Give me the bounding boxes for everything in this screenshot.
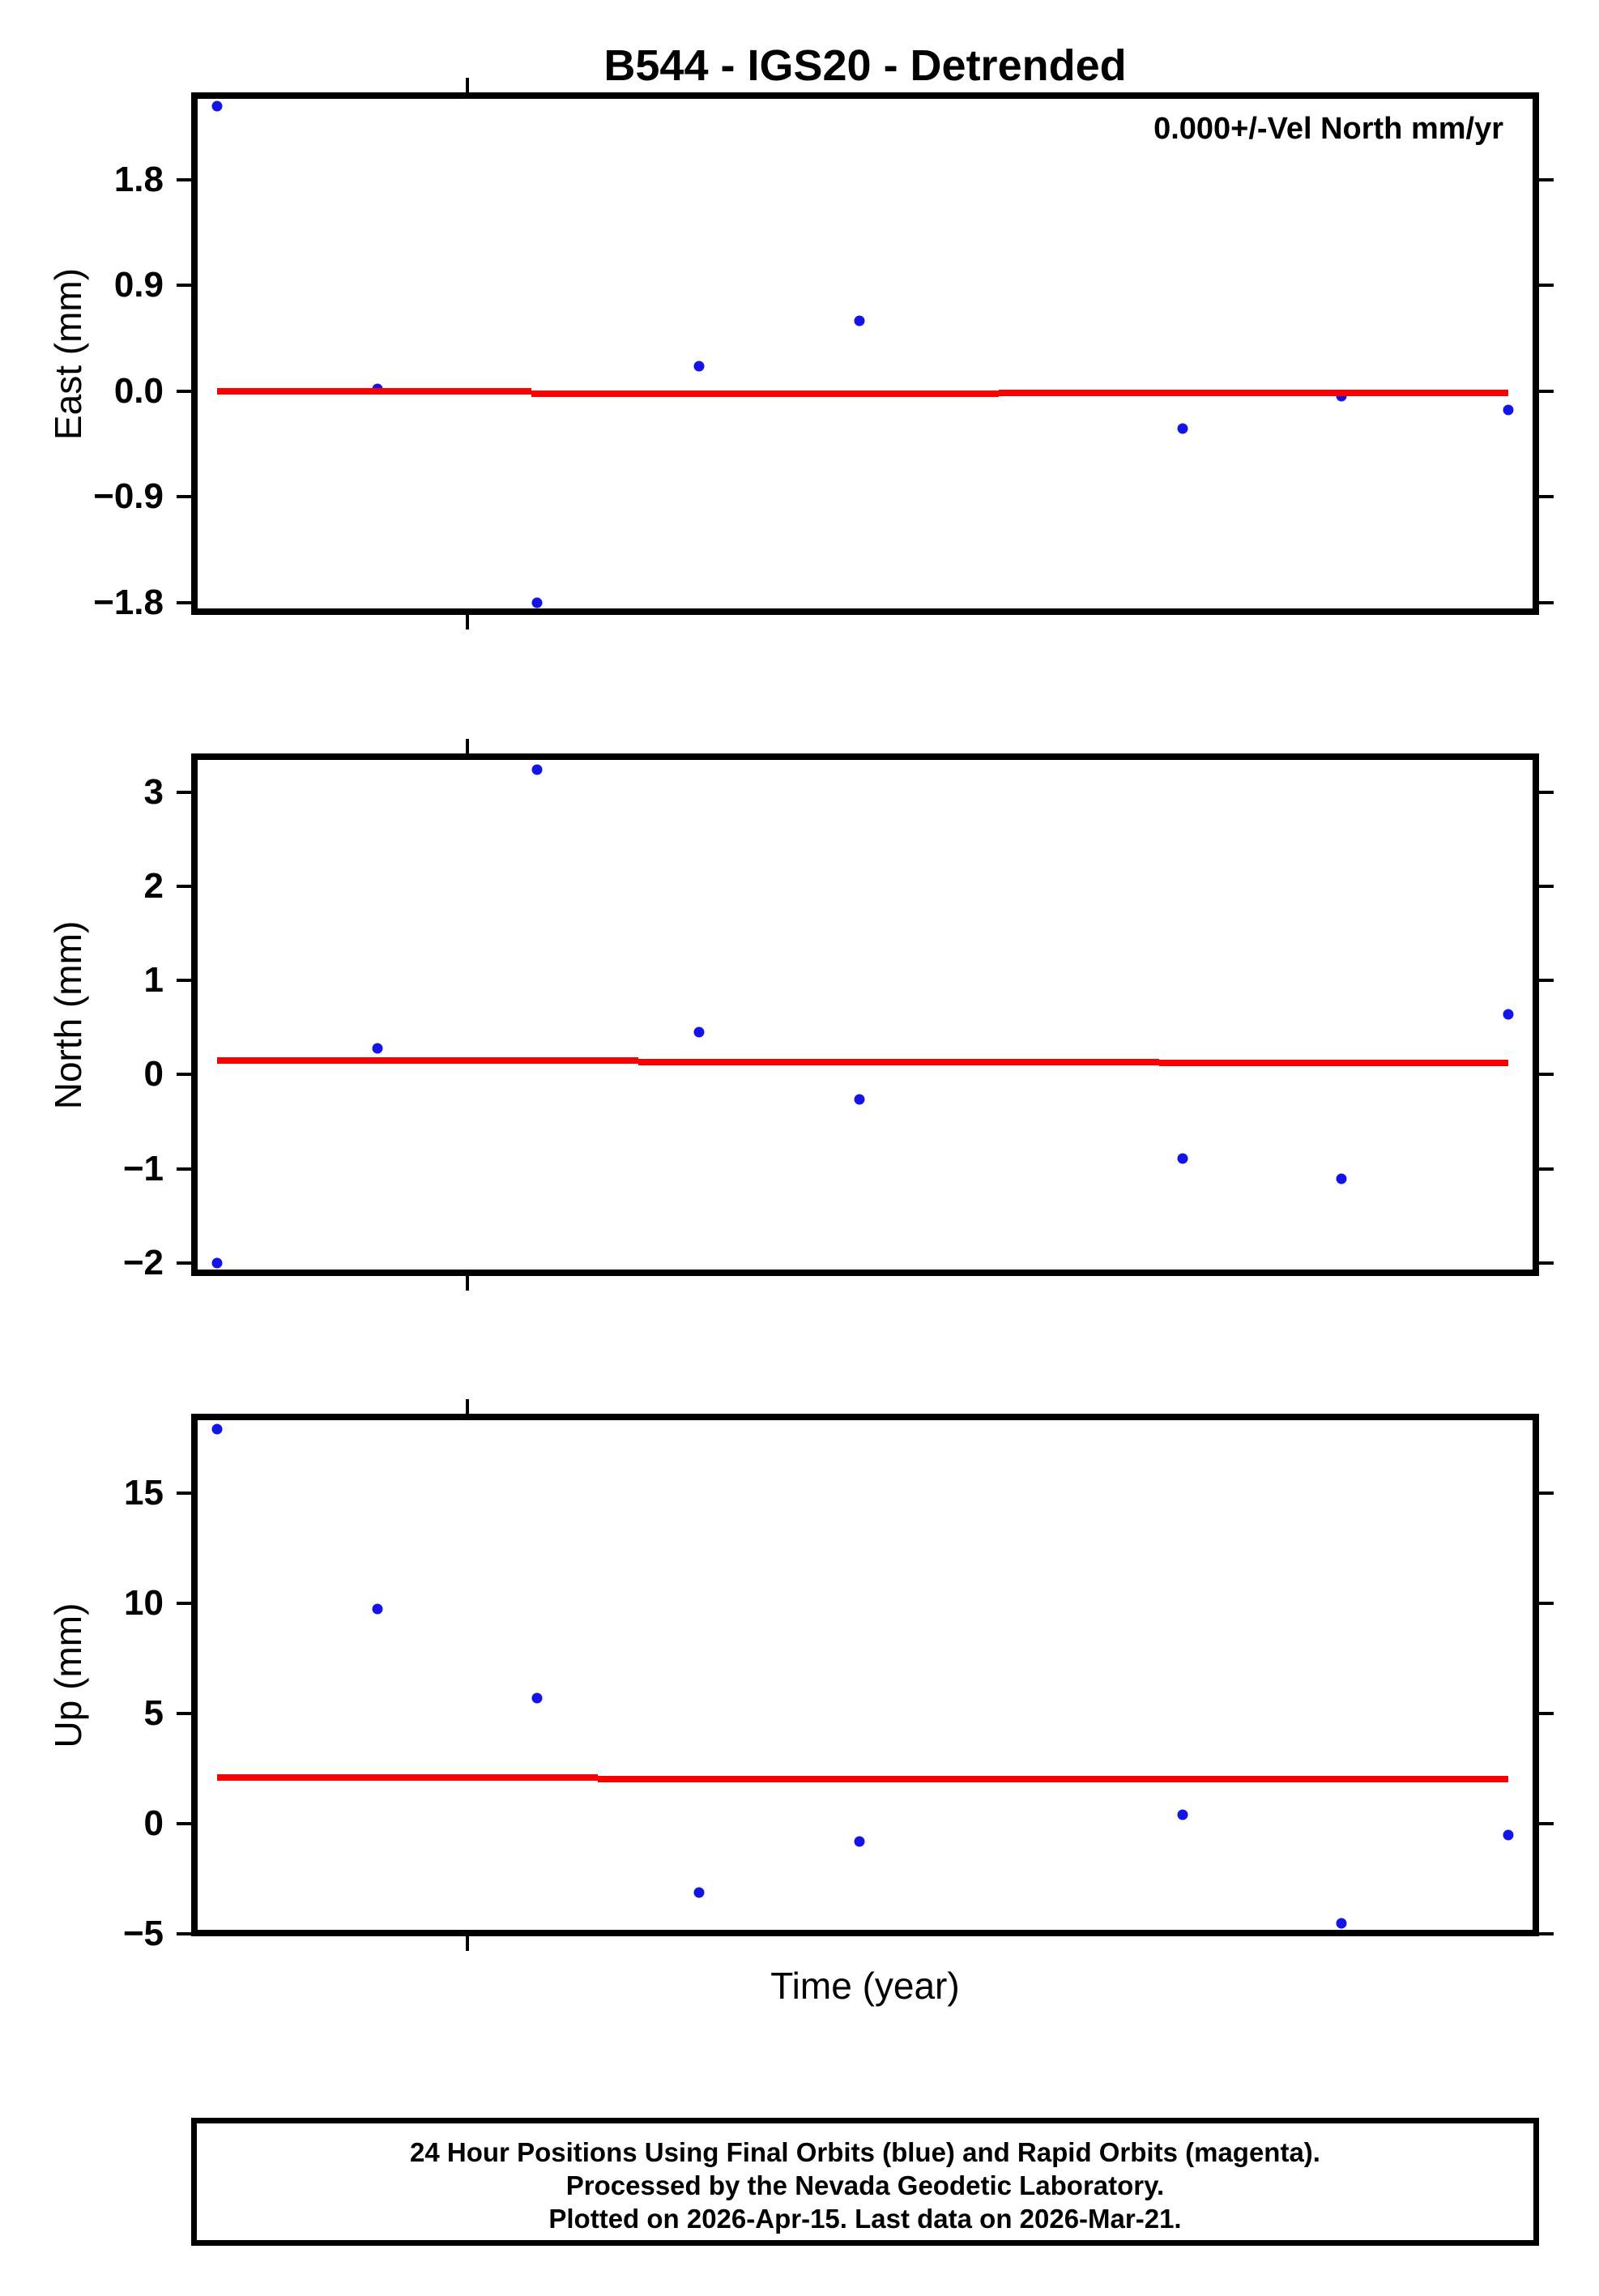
- y-tick-left: [177, 389, 191, 393]
- y-tick-label: −1.8: [93, 582, 164, 622]
- data-point: [211, 100, 223, 112]
- x-tick-top: [465, 1399, 469, 1414]
- y-tick-label: −5: [122, 1914, 164, 1954]
- y-tick-left: [177, 600, 191, 604]
- north-axis-title: North (mm): [47, 920, 89, 1109]
- page-title: B544 - IGS20 - Detrended: [603, 41, 1127, 90]
- east-panel: East (mm) 0.000+/-Vel North mm/yr 1.8 0.9…: [47, 78, 1554, 629]
- data-point: [211, 1423, 223, 1435]
- y-tick-left: [177, 1073, 191, 1077]
- y-tick-right: [1539, 1261, 1554, 1265]
- data-point: [693, 1887, 705, 1898]
- trend-line-segment: [217, 1774, 599, 1782]
- y-tick-right: [1539, 1073, 1554, 1077]
- north-panel: North (mm) 3 2 1 0 −1 −2: [47, 739, 1554, 1291]
- y-tick-left: [177, 884, 191, 888]
- data-point: [1177, 1809, 1188, 1820]
- y-tick-right: [1539, 284, 1554, 288]
- y-tick-left: [177, 1712, 191, 1716]
- y-tick-left: [177, 1491, 191, 1495]
- y-tick-label: 0.0: [113, 370, 164, 411]
- data-point: [531, 597, 543, 608]
- data-point: [854, 1094, 865, 1105]
- y-tick-label: 3: [143, 771, 164, 812]
- y-tick-left: [177, 495, 191, 499]
- data-point: [693, 1026, 705, 1038]
- y-tick-right: [1539, 178, 1554, 181]
- data-point: [1503, 404, 1514, 416]
- y-tick-left: [177, 1822, 191, 1826]
- velocity-annotation: 0.000+/-Vel North mm/yr: [1153, 112, 1503, 146]
- data-point: [372, 1603, 383, 1615]
- y-tick-right: [1539, 979, 1554, 983]
- y-tick-right: [1539, 1712, 1554, 1716]
- y-tick-label: 2: [143, 865, 164, 906]
- y-tick-right: [1539, 1602, 1554, 1605]
- y-tick-label: 0: [143, 1803, 164, 1844]
- data-point: [531, 1692, 543, 1704]
- y-tick-right: [1539, 1822, 1554, 1826]
- x-tick-bottom: [465, 615, 469, 629]
- x-tick-top: [465, 739, 469, 753]
- y-tick-right: [1539, 389, 1554, 393]
- y-tick-left: [177, 1261, 191, 1265]
- y-tick-label: 15: [124, 1472, 164, 1513]
- data-point: [693, 361, 705, 372]
- y-tick-label: −2: [122, 1242, 164, 1282]
- data-point: [531, 764, 543, 775]
- y-tick-right: [1539, 884, 1554, 888]
- y-tick-label: 10: [124, 1583, 164, 1623]
- data-point: [1503, 1829, 1514, 1841]
- y-tick-left: [177, 1167, 191, 1171]
- up-panel: Up (mm) 15 10 5 0 −5: [47, 1399, 1554, 1953]
- y-tick-label: 0.9: [113, 265, 164, 305]
- east-axis-title: East (mm): [47, 267, 89, 440]
- x-tick-bottom: [465, 1276, 469, 1291]
- y-tick-right: [1539, 495, 1554, 499]
- y-tick-label: 5: [143, 1693, 164, 1734]
- trend-line-segment: [1158, 1059, 1509, 1066]
- y-tick-left: [177, 1602, 191, 1605]
- footer-line-3: Plotted on 2026-Apr-15. Last data on 202…: [548, 2204, 1182, 2234]
- y-tick-left: [177, 178, 191, 181]
- trend-line-segment: [217, 387, 531, 395]
- y-tick-left: [177, 1932, 191, 1936]
- trend-line-segment: [217, 1056, 638, 1064]
- up-axis-title: Up (mm): [47, 1603, 89, 1748]
- x-axis-title: Time (year): [770, 1965, 960, 2007]
- y-tick-left: [177, 284, 191, 288]
- trend-line-segment: [998, 389, 1509, 396]
- data-point: [1503, 1009, 1514, 1020]
- y-tick-label: 1: [143, 960, 164, 1001]
- data-point: [1177, 1153, 1188, 1164]
- data-point: [854, 1836, 865, 1847]
- data-point: [211, 1257, 223, 1269]
- y-tick-right: [1539, 1491, 1554, 1495]
- x-tick-top: [465, 78, 469, 92]
- y-tick-label: 0: [143, 1054, 164, 1095]
- x-tick-bottom: [465, 1936, 469, 1951]
- footer-box: 24 Hour Positions Using Final Orbits (bl…: [191, 2118, 1539, 2246]
- footer-line-1: 24 Hour Positions Using Final Orbits (bl…: [410, 2137, 1320, 2167]
- y-tick-right: [1539, 600, 1554, 604]
- y-tick-label: −0.9: [93, 476, 164, 517]
- y-tick-left: [177, 790, 191, 794]
- y-tick-label: −1: [122, 1148, 164, 1189]
- footer-text: 24 Hour Positions Using Final Orbits (bl…: [197, 2123, 1533, 2235]
- trend-line-segment: [531, 390, 999, 397]
- y-tick-label: 1.8: [113, 160, 164, 199]
- y-tick-right: [1539, 1932, 1554, 1936]
- y-tick-right: [1539, 790, 1554, 794]
- trend-line-segment: [637, 1058, 1159, 1065]
- data-point: [1177, 423, 1188, 434]
- y-tick-left: [177, 979, 191, 983]
- y-tick-right: [1539, 1167, 1554, 1171]
- data-point: [1336, 1173, 1347, 1184]
- data-point: [1336, 1918, 1347, 1929]
- data-point: [372, 1043, 383, 1054]
- data-point: [854, 315, 865, 326]
- trend-line-segment: [598, 1776, 1509, 1783]
- footer-line-2: Processed by the Nevada Geodetic Laborat…: [565, 2170, 1165, 2200]
